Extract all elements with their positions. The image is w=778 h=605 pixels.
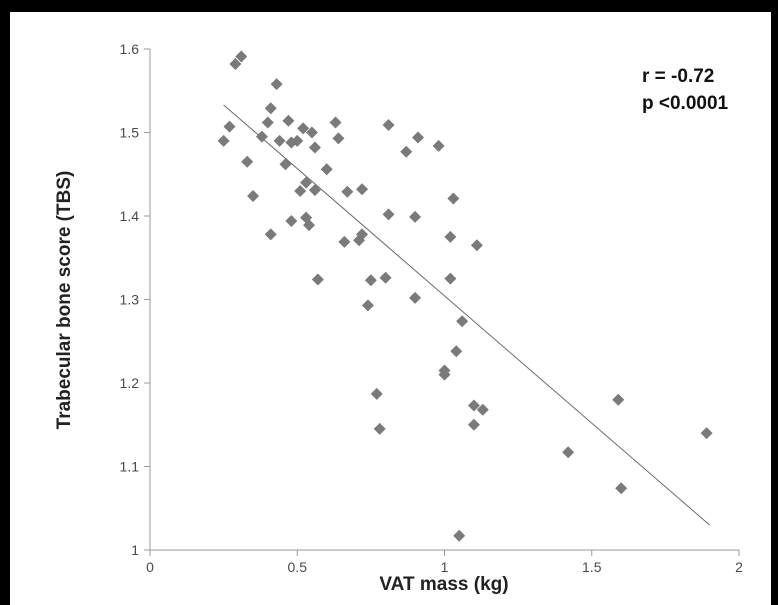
axes: 1 1.1 1.2 1.3 1.4 1.5 1.6 0 0.5 1 1.5 2: [120, 41, 744, 575]
data-point: [373, 422, 386, 435]
data-point: [409, 210, 422, 223]
data-point: [432, 139, 445, 152]
data-point: [444, 230, 457, 243]
data-point: [264, 102, 277, 115]
data-point: [700, 427, 713, 440]
data-point: [456, 315, 469, 328]
data-point: [223, 120, 236, 133]
data-point: [411, 131, 424, 144]
labels: VAT mass (kg) Trabecular bone score (TBS…: [54, 66, 729, 595]
data-point: [447, 192, 460, 205]
data-point: [341, 185, 354, 198]
data-point: [379, 271, 392, 284]
data-point: [332, 132, 345, 145]
data-point: [438, 368, 451, 381]
data-point: [364, 274, 377, 287]
data-point: [356, 183, 369, 196]
data-point: [229, 58, 242, 71]
trendline: [223, 104, 710, 526]
data-point: [282, 114, 295, 127]
data-point: [264, 228, 277, 241]
data-point: [235, 50, 248, 63]
data-point: [273, 134, 286, 147]
data-point: [329, 116, 342, 129]
data-points: [217, 50, 713, 542]
data-point: [467, 418, 480, 431]
data-point: [615, 482, 628, 495]
y-tick-label: 1: [131, 542, 139, 558]
data-point: [300, 176, 313, 189]
data-point: [270, 78, 283, 91]
x-tick-label: 0: [146, 559, 154, 575]
data-point: [470, 239, 483, 252]
data-point: [294, 184, 307, 197]
data-point: [361, 299, 374, 312]
p-value-annotation: p <0.0001: [642, 93, 729, 114]
data-point: [297, 122, 310, 135]
data-point: [450, 345, 463, 358]
data-point: [303, 219, 316, 232]
data-point: [400, 145, 413, 158]
data-point: [308, 141, 321, 154]
data-point: [453, 529, 466, 542]
trendline-group: [223, 104, 710, 526]
data-point: [255, 130, 268, 143]
data-point: [291, 134, 304, 147]
data-point: [476, 403, 489, 416]
data-point: [338, 235, 351, 248]
x-tick-label: 1: [441, 559, 449, 575]
y-axis-title: Trabecular bone score (TBS): [54, 171, 75, 430]
y-tick-label: 1.2: [120, 375, 140, 391]
data-point: [308, 184, 321, 197]
data-point: [279, 158, 292, 171]
data-point: [241, 155, 254, 168]
y-tick-label: 1.6: [120, 41, 140, 57]
data-point: [311, 273, 324, 286]
data-point: [382, 118, 395, 131]
x-tick-label: 1.5: [582, 559, 602, 575]
data-point: [261, 116, 274, 129]
data-point: [612, 393, 625, 406]
data-point: [305, 126, 318, 139]
x-tick-label: 2: [735, 559, 743, 575]
data-point: [285, 215, 298, 228]
data-point: [320, 163, 333, 176]
data-point: [382, 208, 395, 221]
data-point: [370, 387, 383, 400]
data-point: [356, 228, 369, 241]
data-point: [467, 399, 480, 412]
correlation-r-annotation: r = -0.72: [642, 66, 714, 87]
data-point: [562, 446, 575, 459]
data-point: [409, 291, 422, 304]
data-point: [247, 189, 260, 202]
y-tick-label: 1.5: [120, 125, 140, 141]
x-tick-label: 0.5: [288, 559, 308, 575]
x-axis-title: VAT mass (kg): [379, 574, 508, 595]
data-point: [444, 272, 457, 285]
data-point: [217, 134, 230, 147]
y-tick-label: 1.4: [120, 208, 140, 224]
y-tick-label: 1.1: [120, 459, 140, 475]
y-tick-label: 1.3: [120, 292, 140, 308]
